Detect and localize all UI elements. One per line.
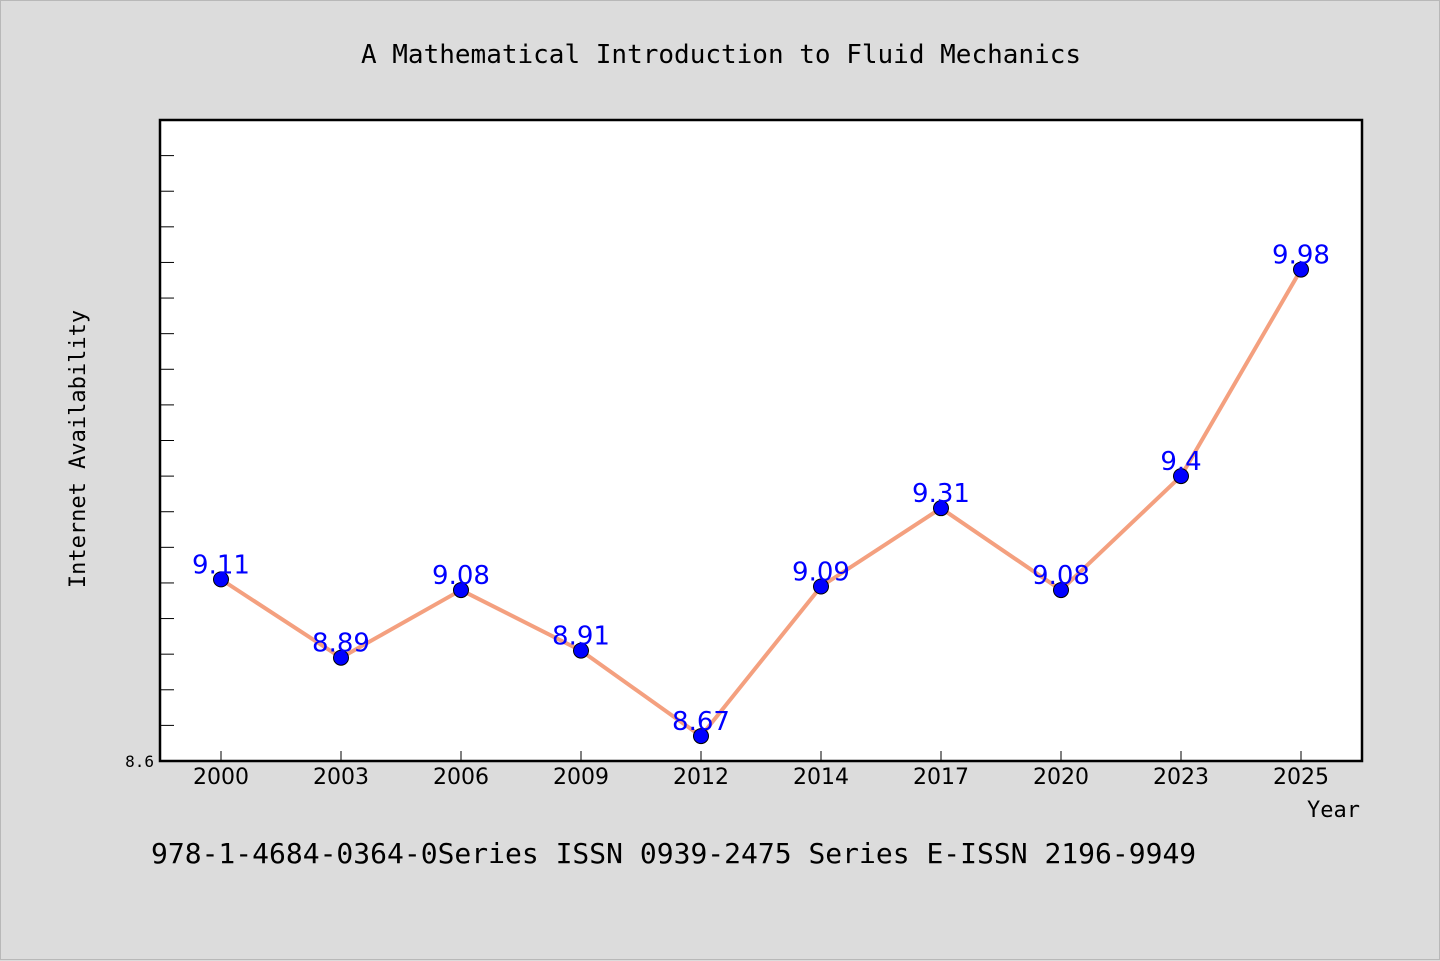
x-tick-label: 2000 [193,765,249,790]
data-point [933,500,949,517]
data-point [813,578,829,595]
series-line [219,267,1303,739]
data-label: 9.09 [792,558,850,588]
data-label: 9.08 [432,561,490,591]
x-tick-label: 2009 [553,765,609,790]
plot-area [158,118,1364,763]
x-tick-label: 2003 [313,765,369,790]
data-point [1173,468,1189,485]
x-axis-title: Year [1307,798,1360,823]
series-layer: 9.11 8.89 9.08 8.91 8.67 9.09 9.31 9.08 9.4 9.98 [192,241,1330,745]
x-tick-label: 2025 [1273,765,1329,790]
data-point [333,649,349,666]
x-axis-ticks: 2000 2003 2006 2009 2012 2014 2017 2020 2023 2025 [193,751,1329,790]
chart-title: A Mathematical Introduction to Fluid Mec… [361,40,1081,70]
data-point [573,642,589,659]
data-label: 9.08 [1032,561,1090,591]
data-point [693,728,709,745]
x-tick-label: 2017 [913,765,969,790]
data-point [1053,582,1069,599]
data-label: 9.4 [1160,447,1201,477]
x-tick-label: 2014 [793,765,849,790]
y-axis-ticks [160,155,174,726]
x-tick-label: 2020 [1033,765,1089,790]
data-point [213,571,229,588]
data-label: 8.89 [312,629,370,659]
data-label: 9.98 [1272,241,1330,271]
data-label: 8.67 [672,707,730,737]
data-label: 8.91 [552,622,610,652]
y-axis-title: Internet Availability [66,310,91,588]
data-label: 9.31 [912,479,970,509]
data-point [453,582,469,599]
y-tick-label: 8.6 [125,752,154,771]
x-tick-label: 2012 [673,765,729,790]
x-tick-label: 2006 [433,765,489,790]
data-point [1293,261,1309,278]
x-tick-label: 2023 [1153,765,1209,790]
footer-text: 978-1-4684-0364-0Series ISSN 0939-2475 S… [151,837,1196,870]
data-label: 9.11 [192,550,250,580]
